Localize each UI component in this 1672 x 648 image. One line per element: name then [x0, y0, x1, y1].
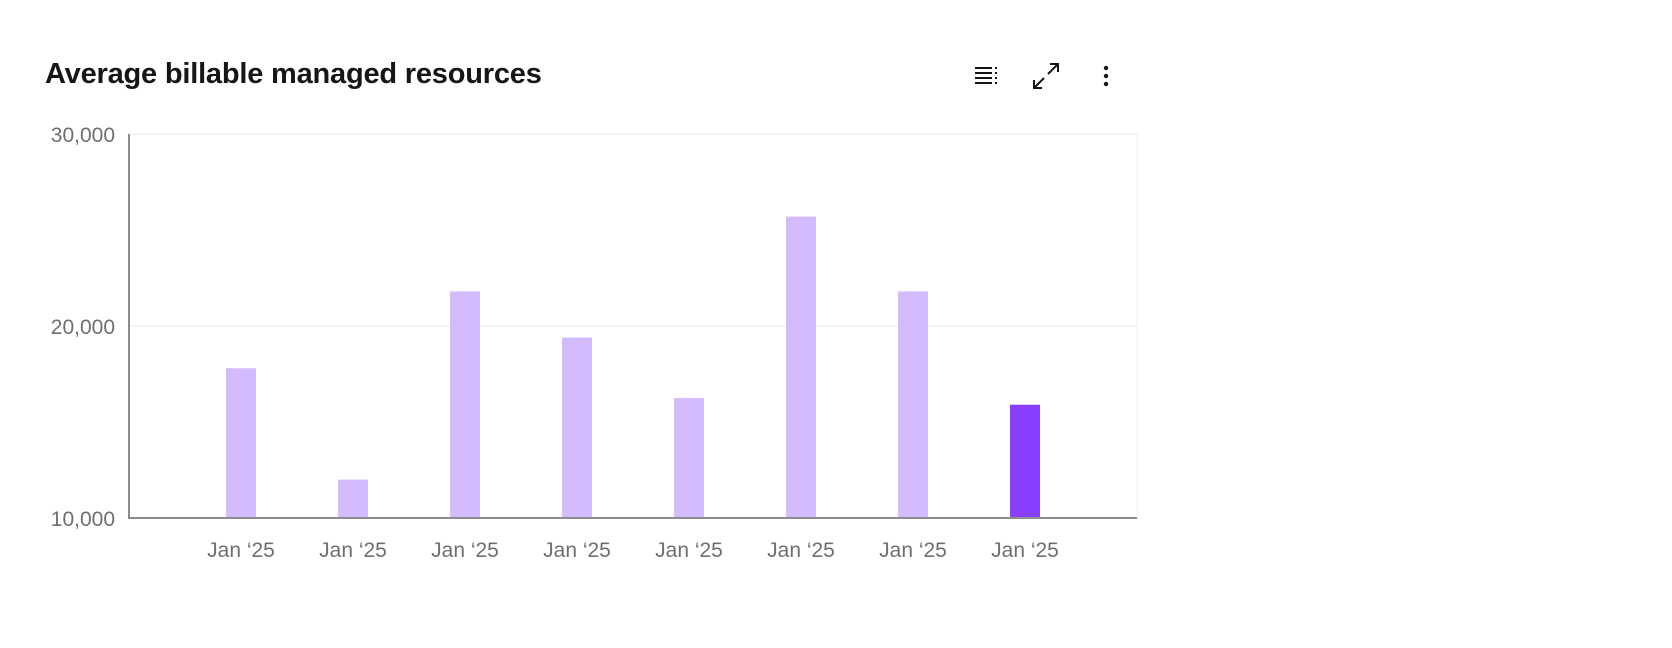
table-view-icon [975, 67, 997, 84]
bar [1010, 404, 1040, 518]
bar [450, 291, 480, 518]
overflow-menu-button[interactable] [1088, 58, 1124, 94]
x-tick-label: Jan ‘25 [431, 539, 499, 562]
x-tick-label: Jan ‘25 [767, 539, 835, 562]
maximize-icon [1033, 63, 1059, 89]
bar [562, 337, 592, 518]
chart-title: Average billable managed resources [45, 58, 542, 90]
x-tick-label: Jan ‘25 [207, 539, 275, 562]
bar [674, 398, 704, 518]
table-view-button[interactable] [968, 58, 1004, 94]
y-tick-label: 10,000 [51, 508, 115, 531]
x-tick-label: Jan ‘25 [991, 539, 1059, 562]
plot-area [128, 133, 1138, 519]
x-tick-label: Jan ‘25 [543, 539, 611, 562]
bar [786, 216, 816, 518]
bar [898, 291, 928, 518]
x-tick-label: Jan ‘25 [655, 539, 723, 562]
y-tick-label: 30,000 [51, 124, 115, 147]
y-tick-label: 20,000 [51, 316, 115, 339]
x-tick-label: Jan ‘25 [879, 539, 947, 562]
overflow-menu-vertical-icon [1103, 65, 1109, 87]
bar [338, 479, 368, 518]
bar [226, 368, 256, 518]
x-tick-label: Jan ‘25 [319, 539, 387, 562]
maximize-button[interactable] [1028, 58, 1064, 94]
